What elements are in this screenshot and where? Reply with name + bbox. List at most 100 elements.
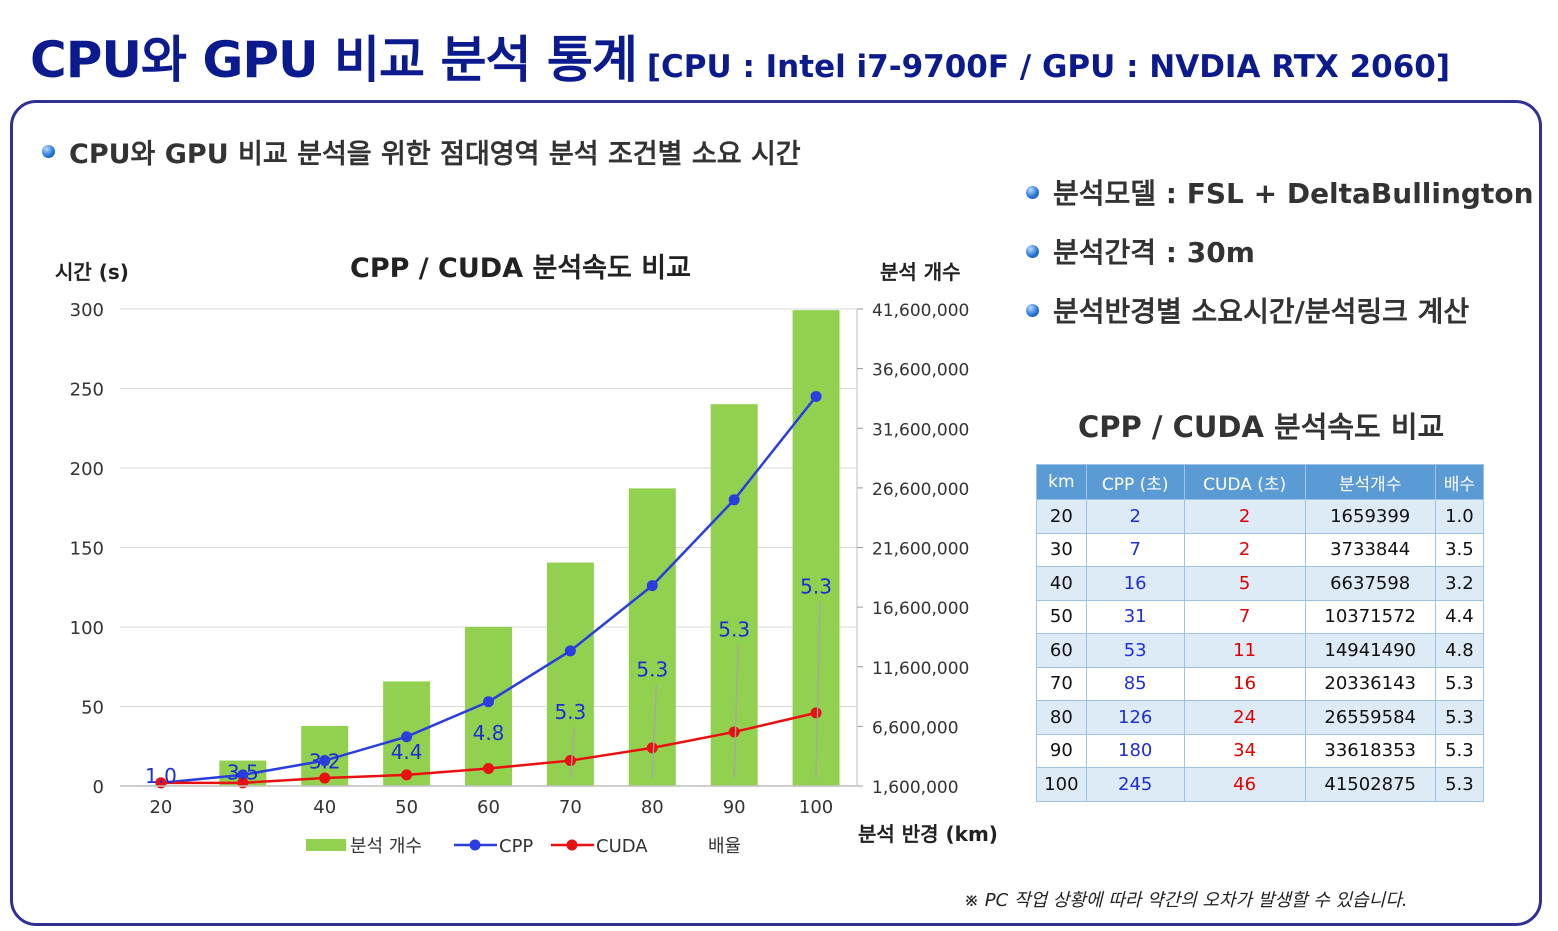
cuda-point (646, 742, 658, 754)
legend-label-ratio: 배율 (708, 836, 741, 857)
col-header-ratio: 배수 (1434, 464, 1485, 500)
cpp-point (237, 769, 249, 781)
cell-count: 1659399 (1304, 499, 1436, 534)
cell-ratio: 3.5 (1434, 532, 1485, 567)
y2-tick-label: 21,600,000 (872, 540, 969, 560)
info-item-text: 분석간격 : 30m (1053, 236, 1255, 269)
cuda-point (564, 755, 576, 767)
y-tick-label: 0 (93, 777, 104, 798)
ratio-label: 5.3 (554, 700, 586, 724)
table-title: CPP / CUDA 분석속도 비교 (1078, 410, 1445, 444)
y-tick-label: 50 (81, 698, 104, 719)
cell-km: 100 (1036, 767, 1087, 802)
cell-count: 20336143 (1304, 666, 1436, 701)
y2-tick-label: 41,600,000 (872, 301, 969, 321)
cell-cpp: 85 (1085, 666, 1185, 701)
page-title: CPU와 GPU 비교 분석 통계 [CPU : Intel i7-9700F /… (30, 20, 1450, 92)
bar-count (792, 310, 840, 786)
ratio-leader-line (733, 644, 739, 779)
ratio-label: 1.0 (145, 764, 177, 788)
y2-tick-label: 1,600,000 (872, 778, 959, 798)
x-tick-label: 80 (641, 797, 664, 818)
info-item-text: 분석모델 : FSL + DeltaBullington (1053, 177, 1534, 210)
cell-km: 70 (1036, 666, 1087, 701)
x-tick-label: 50 (395, 797, 418, 818)
cpp-point (646, 580, 658, 592)
y2-tick-label: 26,600,000 (872, 480, 969, 500)
cell-cuda: 2 (1183, 532, 1306, 567)
cell-cpp: 53 (1085, 633, 1185, 668)
y2-tick-label: 36,600,000 (872, 361, 969, 381)
info-item-model: 분석모델 : FSL + DeltaBullington (1026, 172, 1534, 212)
y2-axis-label: 분석 개수 (880, 260, 961, 284)
ratio-label: 3.2 (309, 750, 341, 774)
bar-count (546, 562, 594, 786)
cell-km: 60 (1036, 633, 1087, 668)
cpp-point (728, 494, 740, 506)
cell-cpp: 126 (1085, 700, 1185, 735)
cuda-point (319, 772, 331, 784)
y2-tick-label: 11,600,000 (872, 659, 969, 679)
cell-ratio: 4.8 (1434, 633, 1485, 668)
cuda-point (728, 726, 740, 738)
legend-label-cpp: CPP (499, 836, 533, 857)
x-tick-label: 30 (231, 797, 254, 818)
ratio-label: 4.4 (391, 740, 423, 764)
x-tick-label: 40 (313, 797, 336, 818)
x-tick-label: 60 (477, 797, 500, 818)
cell-ratio: 3.2 (1434, 566, 1485, 601)
title-subtitle: [CPU : Intel i7-9700F / GPU : NVDIA RTX … (646, 49, 1451, 85)
title-main: CPU와 GPU 비교 분석 통계 (30, 31, 638, 89)
col-header-cuda: CUDA (초) (1183, 464, 1306, 500)
y2-tick-label: 16,600,000 (872, 599, 969, 619)
ratio-leader-line (651, 684, 657, 779)
y-tick-label: 100 (70, 618, 104, 639)
ratio-leader-line (569, 727, 576, 779)
col-header-km: km (1036, 464, 1087, 500)
ratio-leader-line (815, 601, 821, 779)
cell-ratio: 5.3 (1434, 700, 1485, 735)
cell-ratio: 1.0 (1434, 499, 1485, 534)
info-item-text: 분석반경별 소요시간/분석링크 계산 (1053, 295, 1470, 328)
table-row: 90 180 34 33618353 5.3 (1036, 733, 1485, 768)
legend-marker-cpp (469, 839, 481, 851)
chart-title: CPP / CUDA 분석속도 비교 (350, 253, 691, 284)
cell-km: 90 (1036, 733, 1087, 768)
table-row: 80 126 24 26559584 5.3 (1036, 700, 1485, 735)
cell-count: 26559584 (1304, 700, 1436, 735)
ratio-label: 5.3 (718, 618, 750, 642)
y-tick-label: 250 (70, 380, 104, 401)
cell-cpp: 245 (1085, 767, 1185, 802)
y-tick-label: 200 (70, 459, 104, 480)
x-axis-label: 분석 반경 (km) (858, 822, 998, 846)
table-header-row: km CPP (초) CUDA (초) 분석개수 배수 (1036, 464, 1485, 500)
cell-ratio: 4.4 (1434, 599, 1485, 634)
cell-cuda: 11 (1183, 633, 1306, 668)
table-row: 30 7 2 3733844 3.5 (1036, 532, 1485, 567)
cell-cuda: 7 (1183, 599, 1306, 634)
section-heading: CPU와 GPU 비교 분석을 위한 점대영역 분석 조건별 소요 시간 (42, 132, 801, 171)
bar-series (137, 310, 840, 786)
info-item-calc: 분석반경별 소요시간/분석링크 계산 (1026, 290, 1469, 330)
cell-cuda: 24 (1183, 700, 1306, 735)
y2-tick-label: 6,600,000 (872, 718, 959, 738)
cell-km: 40 (1036, 566, 1087, 601)
cpp-point (319, 755, 331, 767)
cpp-point (810, 390, 822, 402)
y-tick-label: 300 (70, 300, 104, 321)
ratio-label: 5.3 (800, 575, 832, 599)
col-header-count: 분석개수 (1304, 464, 1436, 500)
table-row: 20 2 2 1659399 1.0 (1036, 499, 1485, 534)
col-header-cpp: CPP (초) (1085, 464, 1185, 500)
table-row: 60 53 11 14941490 4.8 (1036, 633, 1485, 668)
cpp-point (483, 696, 494, 708)
x-tick-label: 90 (723, 797, 746, 818)
cell-cpp: 180 (1085, 733, 1185, 768)
ratio-label: 5.3 (636, 657, 668, 681)
comparison-table: km CPP (초) CUDA (초) 분석개수 배수 20 2 2 1659399 1… (1036, 464, 1485, 802)
bullet-icon (1026, 303, 1039, 317)
cell-cuda: 16 (1183, 666, 1306, 701)
y2-tick-label: 31,600,000 (872, 420, 969, 440)
info-item-interval: 분석간격 : 30m (1026, 231, 1255, 271)
